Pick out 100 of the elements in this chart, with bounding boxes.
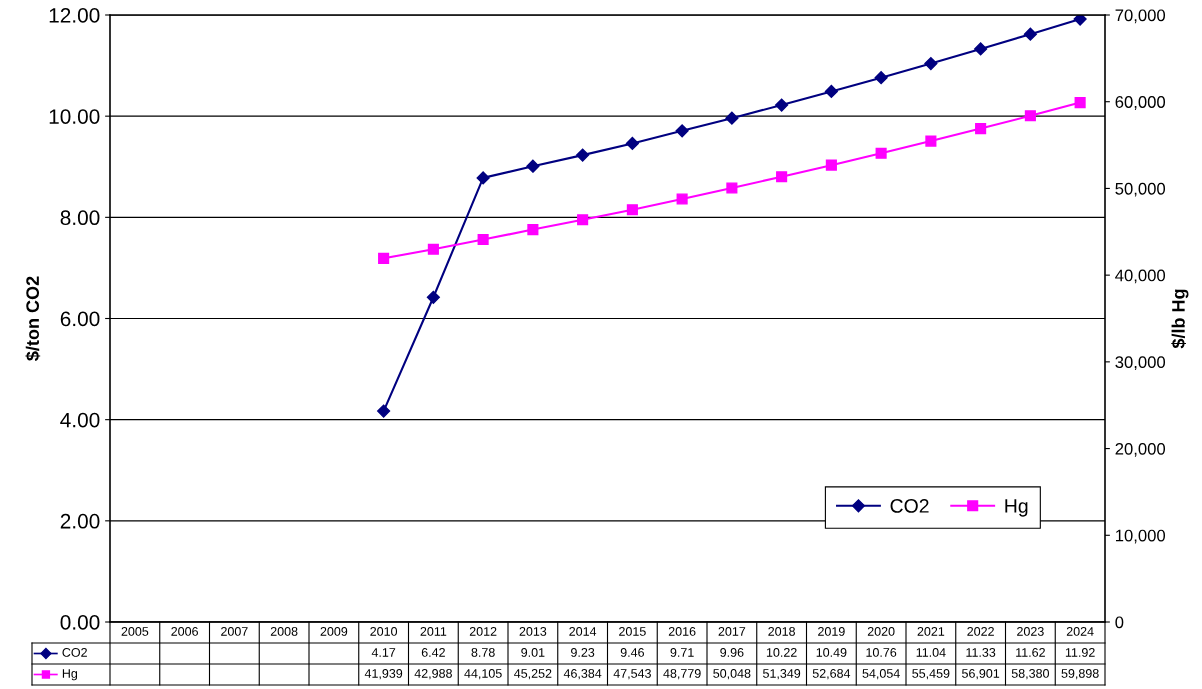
data-label: 9.23 — [571, 648, 595, 657]
y2-tick-label: 20,000 — [1115, 442, 1166, 457]
x-tick-label: 2023 — [1017, 627, 1044, 636]
data-label: 50,048 — [713, 669, 751, 680]
point — [875, 147, 887, 159]
x-tick-label: 2021 — [917, 627, 945, 636]
y-axis-title: $/ton CO2 — [25, 276, 41, 361]
point — [775, 98, 789, 112]
y-tick-label: 2.00 — [60, 513, 100, 529]
point — [776, 171, 788, 183]
x-tick-label: 2014 — [569, 627, 597, 636]
data-label: 4.17 — [371, 648, 396, 657]
point — [824, 84, 838, 98]
data-label: 9.01 — [521, 648, 545, 657]
point — [975, 123, 987, 135]
data-label: 55,459 — [912, 669, 950, 680]
x-tick-label: 2009 — [320, 627, 348, 636]
x-tick-label: 2006 — [171, 627, 198, 636]
y-tick-label: 10.00 — [49, 109, 100, 124]
data-label: 48,779 — [663, 669, 701, 680]
data-label: 9.96 — [720, 648, 744, 657]
point — [825, 159, 837, 171]
data-label: 44,105 — [464, 669, 502, 680]
point — [377, 404, 391, 418]
x-tick-label: 2013 — [519, 627, 547, 636]
data-label: 56,901 — [962, 669, 1000, 680]
x-tick-label: 2024 — [1066, 627, 1094, 636]
legend-label: Hg — [1005, 499, 1028, 517]
x-tick-label: 2012 — [469, 627, 497, 636]
data-label: 6.42 — [421, 648, 445, 657]
data-label: 11.92 — [1065, 648, 1095, 657]
point — [577, 214, 589, 226]
point — [477, 233, 489, 246]
point — [925, 135, 937, 147]
point — [426, 290, 440, 304]
x-tick-label: 2007 — [221, 627, 248, 636]
y-tick-label: 8.00 — [60, 210, 100, 226]
point — [874, 71, 888, 85]
point — [676, 193, 688, 205]
y-tick-label: 6.00 — [60, 311, 100, 327]
data-label: 54,054 — [862, 669, 900, 680]
y-tick-label: 0.00 — [60, 615, 100, 630]
data-label: 8.78 — [471, 648, 495, 657]
x-tick-label: 2010 — [370, 627, 398, 636]
y-tick-label: 4.00 — [60, 412, 100, 428]
data-label: 11.62 — [1016, 648, 1045, 657]
data-label: 10.49 — [816, 648, 847, 657]
x-tick-label: 2005 — [121, 627, 149, 636]
data-label: 11.04 — [916, 648, 946, 657]
point — [1023, 27, 1037, 41]
data-label: 9.71 — [670, 648, 694, 657]
y2-tick-label: 50,000 — [1115, 182, 1166, 197]
point — [974, 42, 988, 56]
data-label: 46,384 — [563, 669, 602, 680]
data-label: 51,349 — [763, 669, 801, 680]
point — [576, 148, 590, 162]
y2-tick-label: 10,000 — [1115, 529, 1166, 544]
y2-axis-title: $/lb Hg — [1171, 289, 1189, 349]
x-tick-label: 2016 — [668, 627, 696, 636]
data-label: 42,988 — [414, 669, 452, 680]
point — [675, 124, 689, 138]
legend-label: CO2 — [890, 499, 929, 513]
point — [725, 111, 739, 125]
point — [625, 136, 639, 151]
data-label: 11.33 — [966, 648, 996, 657]
text: Hg — [62, 669, 78, 681]
y2-tick-label: 60,000 — [1115, 96, 1166, 110]
point — [378, 252, 390, 264]
point — [527, 224, 539, 236]
point — [427, 243, 439, 255]
x-tick-label: 2017 — [718, 627, 746, 636]
x-tick-label: 2020 — [867, 627, 895, 636]
point — [1074, 97, 1086, 109]
point — [1024, 110, 1036, 122]
y2-tick-label: 40,000 — [1115, 269, 1166, 284]
x-tick-label: 2019 — [818, 627, 845, 636]
x-tick-label: 2011 — [420, 627, 447, 636]
data-label: 59,898 — [1061, 669, 1099, 680]
y2-tick-label: 30,000 — [1115, 356, 1166, 371]
y2-tick-label: 0 — [1115, 616, 1124, 629]
text: CO2 — [62, 648, 87, 657]
data-label: 47,543 — [613, 669, 651, 680]
x-tick-label: 2022 — [967, 627, 994, 636]
data-label: 52,684 — [812, 669, 851, 680]
data-label: 10.22 — [766, 648, 797, 657]
data-label: 41,939 — [364, 669, 403, 680]
y-tick-label: 12.00 — [49, 8, 100, 23]
point — [924, 56, 938, 71]
x-tick-label: 2015 — [619, 627, 646, 636]
data-label: 10.76 — [866, 648, 897, 657]
x-tick-label: 2018 — [768, 627, 795, 636]
data-label: 9.46 — [620, 648, 644, 657]
point — [626, 204, 638, 216]
point — [476, 171, 490, 185]
point — [726, 182, 738, 194]
x-tick-label: 2008 — [270, 627, 298, 636]
point — [1073, 15, 1087, 26]
y2-tick-label: 70,000 — [1115, 9, 1166, 24]
data-label: 58,380 — [1011, 669, 1049, 680]
data-label: 45,252 — [514, 669, 552, 680]
